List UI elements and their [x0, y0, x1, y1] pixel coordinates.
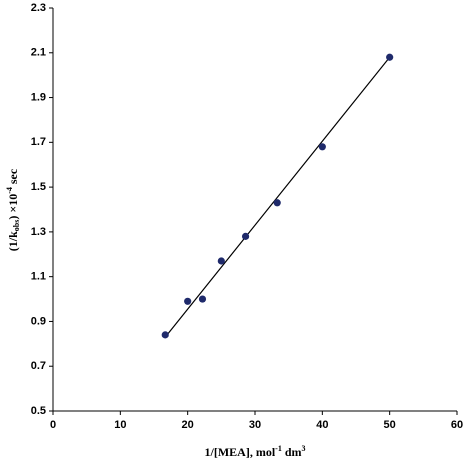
y-tick-label: 1.1 — [31, 271, 46, 283]
x-tick-label: 30 — [249, 419, 261, 431]
y-axis-label: (1/kobs) ×10-4 sec — [5, 168, 21, 251]
y-tick-label: 2.3 — [31, 2, 46, 14]
y-tick-label: 1.5 — [31, 181, 46, 193]
y-tick-label: 0.9 — [31, 315, 46, 327]
x-tick-label: 40 — [316, 419, 328, 431]
y-tick-label: 1.7 — [31, 136, 46, 148]
data-point — [273, 199, 281, 207]
data-point — [198, 295, 207, 303]
x-tick-label: 10 — [114, 419, 126, 431]
x-tick-label: 50 — [384, 419, 396, 431]
x-tick-label: 0 — [50, 419, 56, 431]
y-tick-label: 1.9 — [31, 91, 46, 103]
data-point — [241, 232, 250, 240]
x-tick-label: 20 — [182, 419, 194, 431]
y-tick-label: 2.1 — [31, 47, 46, 59]
fit-line — [164, 56, 391, 338]
y-tick-label: 1.3 — [31, 226, 46, 238]
data-point — [161, 331, 169, 339]
x-tick-label: 60 — [451, 419, 463, 431]
y-tick-label: 0.7 — [31, 360, 46, 372]
data-point — [318, 143, 326, 151]
data-point — [386, 53, 394, 61]
y-tick-label: 0.5 — [31, 405, 46, 417]
data-point — [184, 297, 192, 305]
data-point — [217, 257, 225, 265]
x-axis-label: 1/[MEA], mol-1 dm3 — [205, 444, 306, 459]
